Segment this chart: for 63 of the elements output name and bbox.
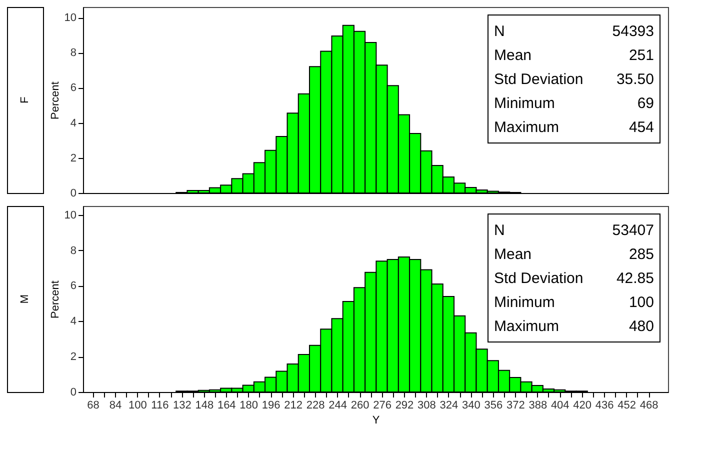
- annotation: N: [494, 222, 505, 239]
- x-axis-title: Y: [372, 414, 380, 426]
- y-tick-label: 4: [70, 316, 76, 328]
- x-tick-label: 372: [506, 400, 525, 412]
- annotation: 100: [628, 294, 654, 311]
- x-tick-label: 68: [87, 400, 100, 412]
- y-tick-label: 0: [70, 386, 76, 398]
- x-tick-label: 196: [262, 400, 280, 412]
- annotation: 285: [628, 246, 654, 263]
- annotation: Maximum: [494, 119, 560, 136]
- x-tick-label: 468: [640, 400, 658, 412]
- x-tick-label: 84: [109, 400, 122, 412]
- text: M: [19, 294, 31, 304]
- x-tick-label: 276: [373, 400, 392, 412]
- x-tick-label: 292: [395, 400, 414, 412]
- annotation: Std Deviation: [494, 270, 584, 287]
- annotation: 454: [628, 119, 654, 136]
- x-tick-label: 212: [284, 400, 302, 412]
- y-axis-title: Percent: [49, 82, 62, 120]
- annotation: Minimum: [494, 294, 555, 311]
- x-tick-label: 260: [350, 400, 370, 412]
- x-tick-label: 228: [306, 400, 325, 412]
- x-tick-label: 356: [484, 400, 503, 412]
- annotation: 42.85: [616, 270, 654, 287]
- annotation: Maximum: [494, 318, 560, 335]
- x-tick-label: 308: [418, 400, 436, 412]
- y-tick-label: 0: [70, 188, 76, 200]
- y-tick-label: 2: [70, 351, 76, 364]
- annotation: 53407: [612, 222, 654, 239]
- annotation: Std Deviation: [494, 71, 584, 88]
- x-tick-label: 116: [151, 400, 169, 412]
- annotation: 251: [628, 47, 654, 64]
- annotation: 54393: [612, 23, 654, 40]
- x-tick-label: 180: [240, 400, 258, 412]
- y-tick-label: 6: [70, 280, 76, 292]
- annotation: Minimum: [494, 95, 555, 112]
- annotation: 35.50: [616, 71, 654, 88]
- x-tick-label: 436: [595, 400, 614, 412]
- x-tick-label: 324: [440, 400, 458, 412]
- x-tick-label: 100: [128, 400, 147, 412]
- y-tick-label: 2: [70, 152, 76, 164]
- x-tick-label: 244: [328, 400, 347, 412]
- annotation: N: [494, 23, 505, 40]
- y-axis-title: Percent: [49, 280, 62, 318]
- annotation: Mean: [494, 47, 532, 64]
- y-tick-label: 8: [70, 244, 76, 257]
- x-tick-label: 132: [172, 400, 192, 412]
- text: F: [19, 96, 31, 104]
- annotation: 69: [637, 95, 654, 112]
- x-tick-label: 340: [462, 400, 480, 412]
- x-tick-label: 164: [217, 400, 236, 412]
- y-tick-label: 10: [64, 12, 76, 24]
- y-tick-label: 10: [64, 209, 76, 222]
- x-tick-label: 148: [195, 400, 214, 412]
- y-tick-label: 6: [70, 82, 76, 94]
- annotation: Mean: [494, 246, 532, 263]
- x-tick-label: 388: [528, 400, 548, 412]
- annotation: 480: [628, 318, 654, 335]
- y-tick-label: 8: [70, 47, 76, 60]
- x-tick-label: 452: [618, 400, 636, 412]
- x-tick-label: 404: [550, 400, 570, 412]
- x-tick-label: 420: [573, 400, 592, 412]
- y-tick-label: 4: [70, 117, 76, 130]
